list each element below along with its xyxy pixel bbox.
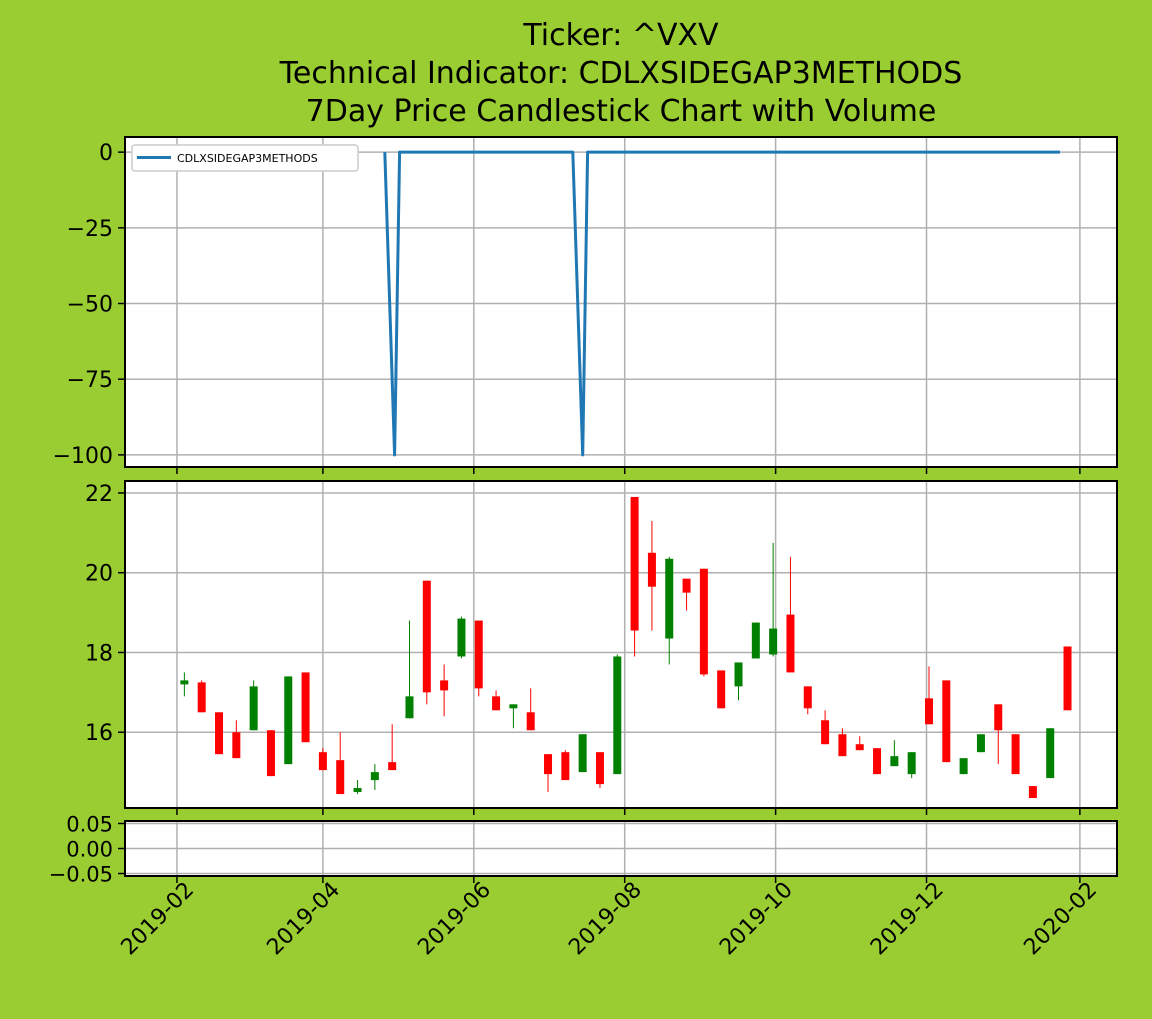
candle-body-8	[318, 752, 327, 771]
x-tick-label-0: 2019-02	[117, 878, 200, 961]
candle-body-43	[924, 698, 933, 725]
x-tick-label-4: 2019-10	[715, 878, 798, 961]
indicator-panel-frame	[124, 136, 1118, 468]
indicator-panel: 0 −25 −50 −75 −100 CDLXSIDEGAP3METHODS	[53, 136, 1118, 474]
x-tick-label-2: 2019-06	[413, 878, 496, 961]
x-axis: 2019-02 2019-04 2019-06 2019-08 2019-10 2019-…	[117, 878, 1103, 961]
candle-body-22	[561, 752, 570, 781]
price-y-ticks: 16 18 20 22	[85, 482, 1081, 815]
candle-body-5	[266, 730, 275, 777]
indicator-legend: CDLXSIDEGAP3METHODS	[131, 144, 359, 172]
candle-body-17	[474, 620, 483, 689]
candle-body-18	[492, 696, 501, 711]
legend-box	[131, 144, 359, 172]
candle-body-27	[647, 552, 656, 587]
candle-body-40	[873, 748, 882, 775]
candle-body-42	[907, 752, 916, 775]
indicator-y-tick-label-3: −75	[67, 368, 113, 393]
indicator-grid	[125, 137, 1117, 467]
chart-title-line-1: Ticker: ^VXV	[522, 18, 719, 53]
indicator-panel-background	[125, 137, 1117, 467]
candle-body-32	[734, 662, 743, 687]
candle-body-36	[803, 686, 812, 709]
indicator-y-tick-label-4: −100	[53, 444, 113, 469]
candle-body-29	[682, 578, 691, 593]
indicator-series-line	[383, 150, 1061, 457]
candle-body-47	[994, 704, 1003, 731]
candle-body-33	[751, 622, 760, 659]
volume-grid	[125, 821, 1117, 876]
candle-body-11	[370, 772, 379, 781]
candle-body-7	[301, 672, 310, 743]
price-y-tick-label-2: 20	[85, 562, 113, 587]
indicator-y-tick-label-2: −50	[67, 293, 113, 318]
chart-title-line-2: Technical Indicator: CDLXSIDEGAP3METHODS	[279, 56, 963, 91]
candle-body-19	[509, 704, 518, 709]
candle-body-10	[353, 788, 362, 793]
indicator-y-tick-label-0: 0	[99, 141, 113, 166]
candle-body-35	[786, 614, 795, 673]
candle-body-49	[1028, 786, 1037, 799]
candle-body-50	[1046, 728, 1055, 779]
price-y-tick-label-1: 18	[85, 641, 113, 666]
legend-entry-label: CDLXSIDEGAP3METHODS	[177, 152, 318, 165]
indicator-y-ticks: 0 −25 −50 −75 −100	[53, 141, 1081, 474]
candle-body-44	[942, 680, 951, 763]
candle-body-41	[890, 756, 899, 767]
indicator-y-tick-label-1: −25	[67, 217, 113, 242]
price-candles	[180, 496, 1072, 799]
candle-body-2	[215, 712, 224, 755]
volume-panel-frame	[124, 820, 1118, 877]
chart-title-line-3: 7Day Price Candlestick Chart with Volume	[306, 94, 937, 129]
candle-body-28	[665, 558, 674, 639]
candle-body-3	[232, 732, 241, 759]
x-tick-label-3: 2019-08	[564, 878, 647, 961]
x-tick-label-5: 2019-12	[866, 878, 949, 961]
indicator-series	[383, 150, 1061, 457]
candle-body-39	[855, 744, 864, 751]
candle-body-4	[249, 686, 258, 731]
candle-body-37	[821, 720, 830, 745]
candle-body-12	[388, 762, 397, 771]
candle-body-45	[959, 758, 968, 775]
candle-body-46	[976, 734, 985, 753]
volume-y-ticks: 0.050.00−0.05	[49, 813, 1081, 887]
volume-y-tick-label-2: −0.05	[49, 863, 113, 887]
candle-body-16	[457, 618, 466, 657]
candle-body-38	[838, 734, 847, 757]
candle-body-30	[699, 568, 708, 675]
price-panel-frame	[124, 480, 1118, 809]
x-tick-label-1: 2019-04	[262, 878, 345, 961]
x-tick-label-6: 2020-02	[1019, 878, 1102, 961]
volume-y-tick-label-0: 0.05	[66, 813, 113, 837]
candle-body-1	[197, 682, 206, 713]
price-y-tick-label-0: 16	[85, 721, 113, 746]
price-y-tick-label-3: 22	[85, 482, 113, 507]
candle-body-31	[717, 670, 726, 709]
candle-body-51	[1063, 646, 1072, 711]
candle-body-20	[526, 712, 535, 731]
volume-panel: 0.050.00−0.05	[49, 813, 1118, 887]
candle-body-0	[180, 680, 189, 685]
candle-body-48	[1011, 734, 1020, 775]
candle-body-24	[595, 752, 604, 785]
candle-body-15	[440, 680, 449, 691]
price-panel: 16 18 20 22	[85, 480, 1118, 815]
candle-body-13	[405, 696, 414, 719]
candle-body-23	[578, 734, 587, 773]
candle-body-26	[630, 496, 639, 631]
candle-body-21	[544, 754, 553, 775]
candle-body-25	[613, 656, 622, 775]
candle-body-9	[336, 760, 345, 795]
candle-body-34	[769, 628, 778, 655]
candle-body-6	[284, 676, 293, 765]
candle-body-14	[422, 580, 431, 693]
volume-y-tick-label-1: 0.00	[66, 838, 113, 862]
